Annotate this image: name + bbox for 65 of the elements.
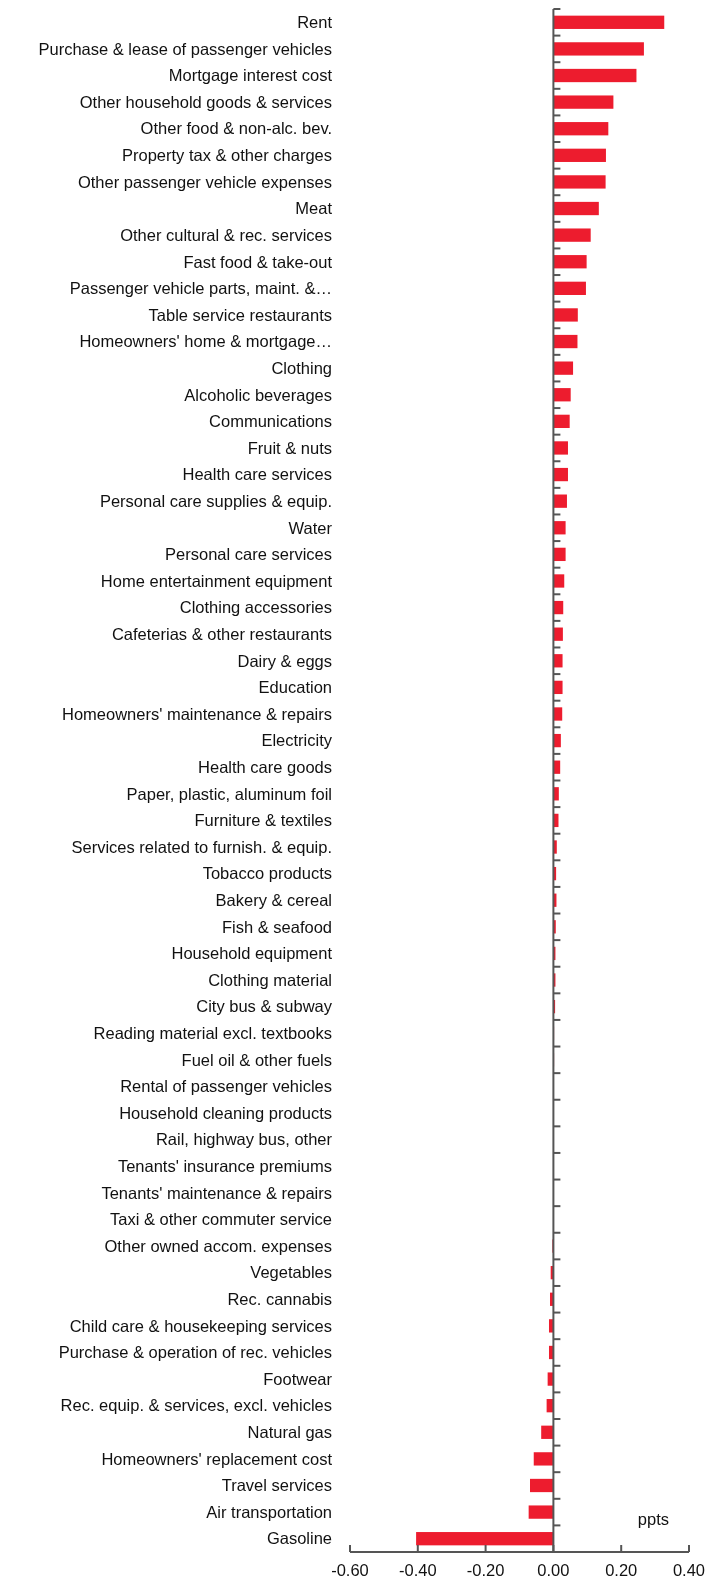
y-tick-label: Natural gas	[247, 1423, 332, 1442]
y-tick-label: Electricity	[261, 731, 333, 750]
y-tick-label: Clothing	[271, 358, 332, 377]
y-tick-label: Clothing material	[208, 970, 332, 989]
y-tick-label: Alcoholic beverages	[184, 385, 332, 404]
y-tick-label: Personal care services	[165, 545, 332, 564]
y-tick-label: Other household goods & services	[79, 92, 332, 111]
y-tick-label: Purchase & lease of passenger vehicles	[38, 39, 332, 58]
y-tick-label: Cafeterias & other restaurants	[111, 624, 332, 643]
y-tick-label: Education	[258, 678, 332, 697]
y-tick-label: Water	[288, 518, 333, 537]
y-tick-label: Passenger vehicle parts, maint. &…	[69, 279, 332, 298]
y-tick-label: Gasoline	[266, 1529, 332, 1548]
y-tick-label: Travel services	[221, 1476, 332, 1495]
y-tick-label: Tenants' maintenance & repairs	[101, 1183, 332, 1202]
y-tick-label: Table service restaurants	[148, 305, 332, 324]
y-tick-label: Rec. equip. & services, excl. vehicles	[60, 1396, 332, 1415]
y-tick-label: Other owned accom. expenses	[104, 1236, 332, 1255]
y-tick-label: Rental of passenger vehicles	[120, 1077, 332, 1096]
y-tick-label: Fast food & take-out	[183, 252, 333, 271]
y-tick-label: Household cleaning products	[119, 1103, 332, 1122]
y-tick-label: Paper, plastic, aluminum foil	[126, 784, 332, 803]
y-tick-label: Other food & non-alc. bev.	[140, 119, 332, 138]
x-tick-label: 0.40	[672, 1561, 706, 1579]
y-tick-label: City bus & subway	[196, 997, 333, 1016]
y-tick-label: Clothing accessories	[179, 598, 332, 617]
y-tick-label: Fuel oil & other fuels	[181, 1050, 332, 1069]
y-tick-label: Tenants' insurance premiums	[117, 1157, 332, 1176]
x-tick-label: -0.20	[466, 1561, 505, 1579]
y-tick-label: Reading material excl. textbooks	[93, 1024, 332, 1043]
y-tick-label: Air transportation	[206, 1502, 332, 1521]
y-tick-label: Rail, highway bus, other	[155, 1130, 333, 1149]
y-tick-label: Homeowners' home & mortgage…	[79, 332, 332, 351]
y-tick-label: Rec. cannabis	[227, 1290, 332, 1309]
x-axis-title: ppts	[637, 1510, 669, 1528]
y-tick-label: Homeowners' maintenance & repairs	[61, 704, 332, 723]
y-tick-label: Fruit & nuts	[247, 438, 332, 457]
y-tick-label: Fish & seafood	[221, 917, 332, 936]
y-tick-label: Health care services	[182, 465, 332, 484]
y-tick-label: Bakery & cereal	[215, 890, 332, 909]
x-tick-label: 0.00	[537, 1561, 570, 1579]
y-tick-label: Child care & housekeeping services	[69, 1316, 332, 1335]
y-tick-label: Furniture & textiles	[194, 811, 332, 830]
x-tick-label: -0.60	[331, 1561, 369, 1579]
y-tick-label: Purchase & operation of rec. vehicles	[58, 1343, 332, 1362]
y-tick-label: Home entertainment equipment	[100, 571, 333, 590]
y-tick-label: Other cultural & rec. services	[120, 225, 332, 244]
y-tick-label: Tobacco products	[202, 864, 332, 883]
y-tick-label: Other passenger vehicle expenses	[77, 172, 332, 191]
y-tick-label: Services related to furnish. & equip.	[71, 837, 332, 856]
y-tick-label: Mortgage interest cost	[168, 66, 333, 85]
y-tick-label: Taxi & other commuter service	[110, 1210, 332, 1229]
y-tick-label: Vegetables	[250, 1263, 332, 1282]
y-tick-label: Personal care supplies & equip.	[99, 491, 332, 510]
y-tick-label: Rent	[297, 13, 333, 32]
y-tick-label: Meat	[295, 199, 333, 218]
y-tick-label: Footwear	[263, 1369, 333, 1388]
x-tick-label: 0.20	[605, 1561, 638, 1579]
y-tick-label: Household equipment	[171, 944, 333, 963]
y-tick-label: Health care goods	[198, 757, 332, 776]
y-tick-label: Communications	[209, 412, 332, 431]
y-tick-label: Homeowners' replacement cost	[101, 1449, 333, 1468]
y-tick-label: Dairy & eggs	[237, 651, 332, 670]
y-tick-label: Property tax & other charges	[121, 146, 332, 165]
x-tick-label: -0.40	[399, 1561, 437, 1579]
